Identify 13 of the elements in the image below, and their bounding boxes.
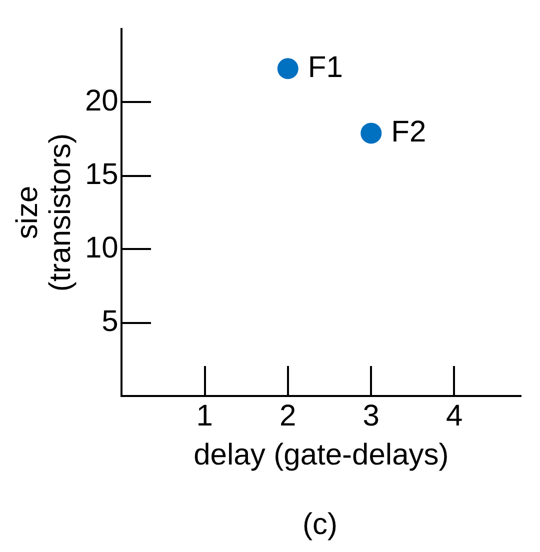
text: (c): [302, 508, 338, 542]
x-tick-label: 2: [280, 399, 296, 432]
x-tick-label: 1: [196, 399, 213, 432]
series-label: F1: [308, 50, 343, 84]
series-label: F2: [391, 115, 426, 148]
x-tick-label: 4: [446, 399, 463, 432]
x-axis-title: delay (gate-delays): [194, 438, 449, 472]
y-tick-label: 15: [84, 158, 118, 192]
y-tick-label: 10: [84, 231, 118, 264]
y-axis-title: size (transistors): [10, 133, 77, 292]
y-tick-label: 20: [84, 84, 118, 118]
y-tick-label: 5: [102, 304, 118, 338]
x-tick-label: 3: [362, 399, 380, 432]
